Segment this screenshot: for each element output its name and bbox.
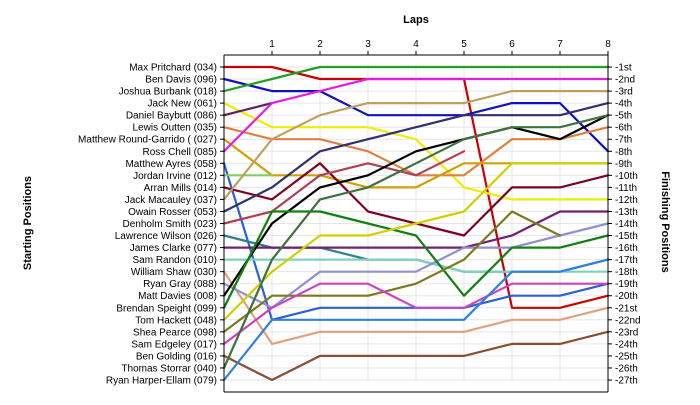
x-axis-title: Laps [403,14,429,26]
starting-label: Jack Macauley (037) [125,195,217,206]
finishing-label: -26th [615,363,638,374]
starting-label: Lewis Outten (035) [133,123,218,134]
series-layer [222,65,610,382]
series-line-21 [222,210,610,309]
lap-tick-label: 6 [509,39,515,50]
series-line-18 [222,270,610,345]
finishing-label: -16th [615,243,638,254]
starting-label: William Shaw (030) [131,267,217,278]
finishing-label: -10th [615,171,638,182]
lap-tick-label: 7 [557,39,563,50]
series-line-8 [222,77,610,153]
lap-tick-label: 4 [413,39,419,50]
lap-tick-label: 8 [605,39,611,50]
starting-label: Denholm Smith (023) [123,219,217,230]
finishing-label: -7th [615,135,632,146]
starting-label: Matthew Round-Garrido ( (027) [78,135,217,146]
finishing-label: -9th [615,159,632,170]
starting-label: Ross Chell (085) [143,147,217,158]
series-line-12 [222,89,610,201]
series-line-24 [222,282,610,345]
finishing-label: -15th [615,231,638,242]
finishing-label: -27th [615,376,638,387]
finishing-label: -25th [615,351,638,362]
starting-label: Arran Mills (014) [144,183,217,194]
lap-tick-label: 2 [317,39,323,50]
finishing-label: -19th [615,279,638,290]
starting-label: Ben Golding (016) [136,351,217,362]
starting-label: Sam Randon (010) [133,255,218,266]
starting-label: Jordan Irvine (012) [133,171,217,182]
left-axis-title: Starting Positions [22,176,34,270]
finishing-position-labels: -1st-2nd-3rd-4th-5th-6th-7th-8th-9th-10t… [615,63,641,387]
starting-label: Ryan Harper-Ellam (079) [106,376,217,387]
finishing-label: -13th [615,207,638,218]
starting-label: Matthew Ayres (058) [125,159,217,170]
starting-label: Thomas Storrar (040) [121,363,217,374]
series-line-13 [222,101,610,213]
starting-label: Lawrence Wilson (026) [115,231,217,242]
finishing-label: -6th [615,123,632,134]
series-line-22 [222,162,610,321]
series-line-25 [222,330,610,382]
starting-label: Ben Davis (096) [145,75,217,86]
starting-label: Jack New (061) [148,99,217,110]
finishing-label: -4th [615,99,632,110]
series-line-23 [222,210,562,333]
starting-label: Shea Pearce (098) [133,327,217,338]
tick-labels: 1 2 3 4 5 6 7 8 [269,39,611,55]
finishing-label: -8th [615,147,632,158]
finishing-label: -11th [615,183,637,194]
finishing-label: -22nd [615,315,641,326]
starting-label: Brendan Speight (099) [116,303,217,314]
finishing-label: -20th [615,291,638,302]
finishing-label: -17th [615,255,638,266]
finishing-label: -1st [615,63,632,74]
lap-tick-label: 3 [365,39,371,50]
starting-label: Ryan Gray (088) [143,279,217,290]
starting-label: Tom Hackett (048) [135,315,217,326]
series-line-3 [222,65,610,93]
series-line-26 [222,114,610,370]
starting-label: James Clarke (077) [130,243,217,254]
starting-label: Max Pritchard (034) [129,63,217,74]
starting-label: Daniel Baybutt (086) [126,111,217,122]
starting-label: Matt Davies (008) [138,291,217,302]
starting-label: Owain Rosser (053) [128,207,217,218]
series-line-14 [222,150,466,225]
series-line-27 [222,258,610,382]
finishing-label: -24th [615,339,638,350]
lap-tick-label: 1 [269,39,275,50]
finishing-label: -18th [615,267,638,278]
finishing-label: -14th [615,219,638,230]
starting-position-labels: Max Pritchard (034)Ben Davis (096)Joshua… [78,63,217,387]
series-line-16 [222,210,610,249]
series-line-5 [222,101,274,117]
series-line-2 [222,77,610,153]
starting-label: Joshua Burbank (018) [119,87,217,98]
finishing-label: -2nd [615,75,635,86]
finishing-label: -3rd [615,87,633,98]
right-axis-title: Finishing Positions [659,171,671,272]
axes [220,54,612,393]
lap-tick-label: 5 [461,39,467,50]
finishing-label: -21st [615,303,637,314]
starting-label: Sam Edgeley (017) [131,339,217,350]
finishing-label: -23rd [615,327,638,338]
finishing-label: -12th [615,195,638,206]
finishing-label: -5th [615,111,632,122]
series-line-4 [222,101,610,201]
